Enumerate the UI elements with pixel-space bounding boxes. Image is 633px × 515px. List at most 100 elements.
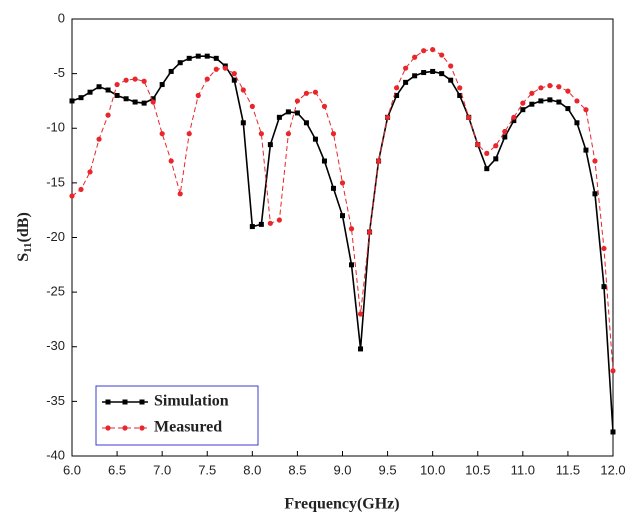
marker (78, 186, 84, 193)
marker (96, 84, 102, 90)
marker (132, 99, 138, 105)
x-tick-label: 11.5 (556, 462, 580, 477)
y-label-sub: 11 (22, 242, 34, 252)
x-tick-label: 11.0 (511, 462, 535, 477)
marker (231, 77, 237, 83)
marker (547, 83, 553, 89)
marker (439, 71, 445, 77)
y-tick-label: -20 (46, 229, 65, 244)
y-label-unit: (dB) (15, 212, 32, 242)
marker (421, 48, 427, 54)
marker (159, 82, 165, 88)
marker (502, 134, 508, 140)
marker (177, 60, 183, 66)
series-line (71, 55, 614, 433)
marker (601, 284, 607, 290)
y-tick-label: -5 (53, 65, 65, 80)
marker (177, 191, 183, 197)
marker (276, 114, 282, 120)
marker (556, 99, 562, 105)
marker (484, 150, 490, 156)
marker (339, 180, 346, 186)
marker (231, 71, 237, 77)
marker (240, 87, 246, 93)
legend-box (95, 385, 259, 446)
marker (159, 131, 165, 137)
legend-label: Measured (154, 419, 222, 436)
marker (195, 53, 201, 59)
marker (340, 213, 345, 219)
marker (565, 88, 571, 94)
marker (538, 85, 544, 91)
marker (358, 346, 364, 352)
marker (276, 217, 282, 223)
marker (394, 92, 400, 98)
marker (448, 77, 454, 83)
marker (529, 90, 535, 96)
x-tick-label: 9.0 (333, 462, 351, 477)
y-tick-label: -40 (46, 447, 65, 462)
x-tick-label: 8.5 (288, 462, 306, 477)
y-tick-label: -10 (46, 120, 65, 135)
y-tick-label: 0 (58, 10, 65, 25)
marker (249, 224, 255, 230)
marker (150, 96, 156, 102)
marker (574, 98, 580, 104)
marker (348, 226, 355, 232)
y-tick-label: -15 (46, 174, 65, 189)
marker (186, 55, 192, 61)
marker (384, 114, 391, 120)
marker (78, 95, 84, 101)
marker (574, 120, 580, 126)
y-tick-label: -30 (46, 338, 65, 353)
marker (186, 131, 192, 137)
marker (457, 85, 463, 91)
y-axis-label: S11(dB) (15, 212, 34, 262)
x-tick-label: 9.5 (379, 462, 397, 477)
marker (448, 63, 454, 69)
marker (105, 87, 111, 93)
marker (105, 425, 111, 431)
marker (610, 368, 616, 374)
marker (502, 128, 508, 135)
marker (466, 114, 472, 120)
x-tick-label: 7.0 (153, 462, 171, 477)
marker (583, 147, 589, 153)
marker (285, 131, 291, 137)
marker (330, 131, 337, 137)
marker (222, 65, 228, 71)
marker (321, 103, 328, 109)
marker (520, 100, 526, 106)
marker (366, 229, 373, 235)
marker (123, 96, 129, 102)
marker (484, 166, 490, 172)
marker (421, 70, 427, 76)
marker (303, 120, 309, 126)
marker (294, 98, 301, 104)
marker (565, 106, 571, 112)
marker (511, 118, 517, 124)
marker (122, 425, 128, 431)
marker (592, 191, 598, 197)
marker (168, 158, 174, 164)
marker (303, 90, 310, 96)
marker (139, 425, 145, 431)
marker (520, 107, 526, 113)
marker (258, 221, 264, 227)
y-tick-label: -35 (46, 393, 65, 408)
x-tick-label: 6.0 (63, 462, 81, 477)
marker (258, 131, 264, 137)
marker (511, 114, 517, 120)
marker (69, 98, 75, 104)
marker (349, 262, 355, 268)
y-label-main: S (15, 253, 32, 262)
marker (204, 53, 210, 59)
marker (114, 92, 120, 98)
marker (105, 112, 111, 118)
marker (96, 136, 102, 142)
marker (457, 92, 463, 98)
marker (601, 245, 607, 252)
x-tick-label: 8.0 (243, 462, 261, 477)
